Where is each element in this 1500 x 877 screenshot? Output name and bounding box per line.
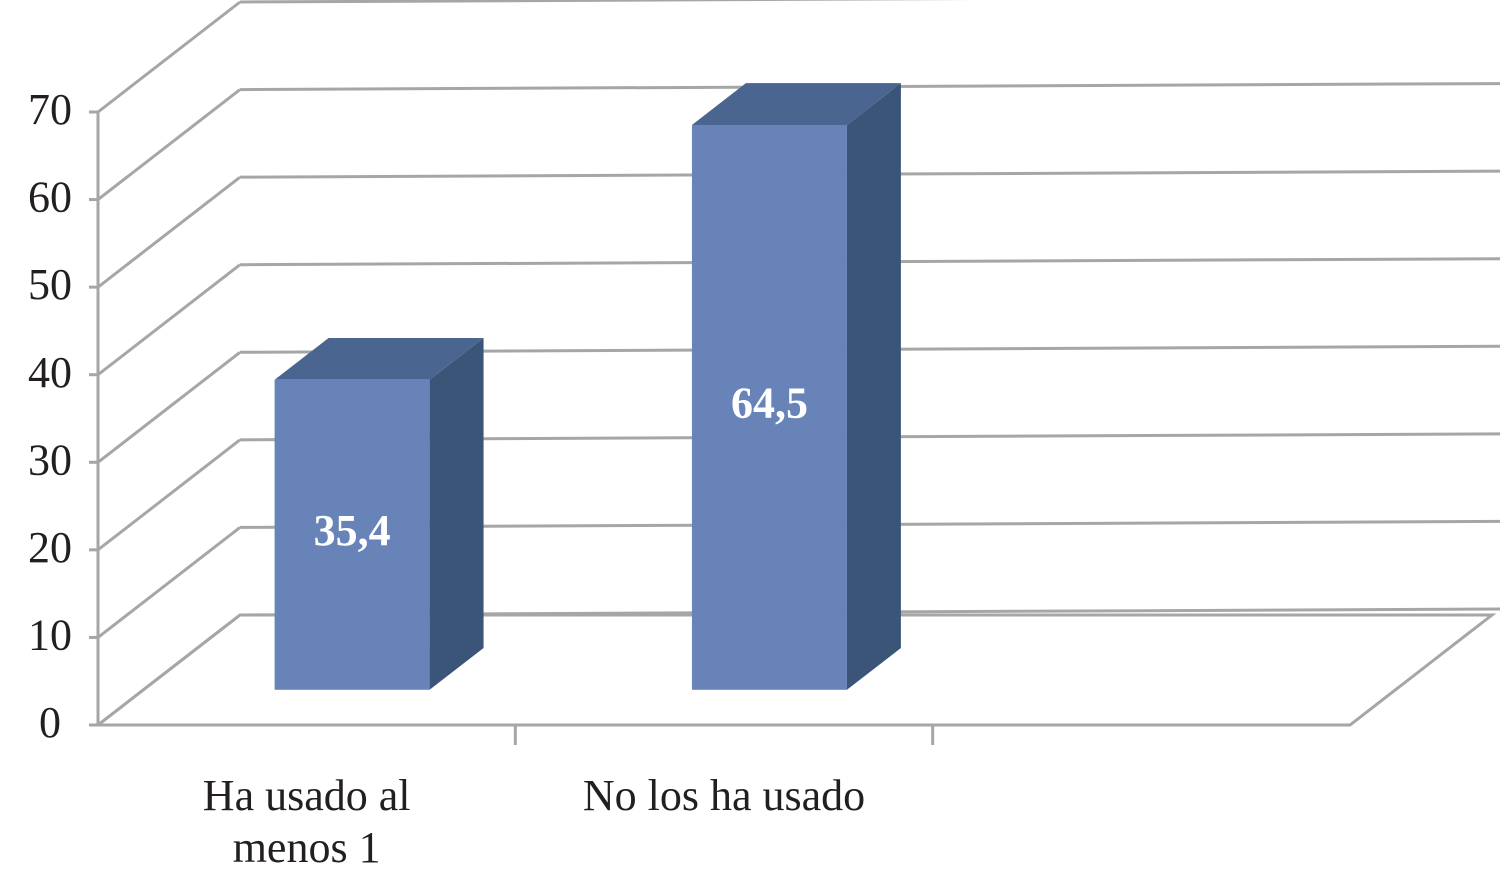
bar-top	[274, 337, 484, 380]
bar	[274, 379, 430, 690]
y-tick-label: 50	[28, 260, 72, 309]
bar	[691, 124, 847, 690]
y-tick-label: 0	[39, 698, 61, 747]
y-tick-label: 40	[28, 348, 72, 397]
grid-line	[97, 526, 241, 639]
y-tick-label: 10	[28, 611, 72, 660]
value-label: 35,4	[314, 506, 391, 555]
grid-line	[97, 263, 241, 376]
y-tick-label: 70	[28, 85, 72, 134]
grid-line	[97, 175, 241, 289]
bar-side	[846, 83, 901, 690]
value-label: 64,5	[731, 378, 808, 427]
x-tick-label: No los ha usado	[582, 771, 866, 820]
y-tick-label: 30	[28, 435, 72, 484]
y-tick-label: 60	[28, 173, 72, 222]
grid-line	[97, 438, 241, 552]
grid-line	[239, 0, 976, 4]
bar-side	[429, 337, 484, 690]
y-tick-label: 20	[28, 523, 72, 572]
x-tick-label: Ha usado al menos 1	[202, 771, 411, 872]
grid-line	[97, 613, 241, 727]
grid-line	[97, 88, 241, 201]
bar-top	[691, 83, 901, 125]
grid-line	[97, 351, 241, 464]
grid-line	[97, 0, 241, 114]
